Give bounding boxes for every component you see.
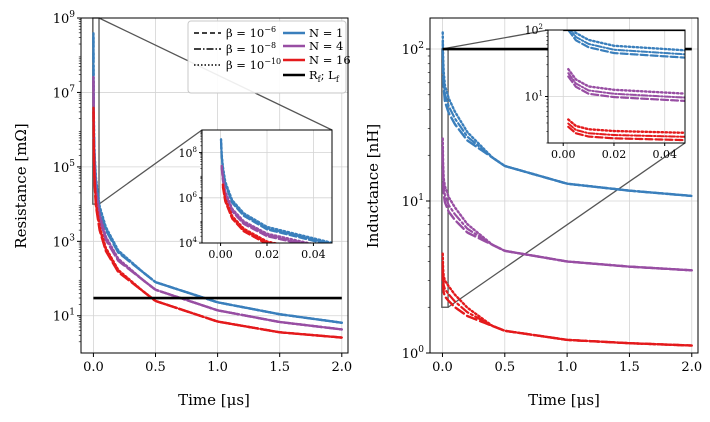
inductance-xtick-label-0: 0.0 [432, 360, 453, 375]
inductance-inset-series-0-beta-0-line [567, 30, 685, 59]
inductance-series-1-beta-1-line [441, 146, 693, 272]
inductance-inset-series-1-beta-1-line [567, 72, 685, 99]
resistance-axes-frame [80, 17, 349, 354]
resistance-ytick-label-3: 107 [53, 84, 76, 101]
inductance-zoom-connector-0 [441, 29, 549, 50]
legend-series-3-label: N = 16 [309, 53, 351, 67]
resistance-ytick-label-0: 101 [53, 308, 75, 325]
inductance-inset-series-2-beta-1-line [567, 122, 685, 138]
inductance-series-2-beta-2-line [441, 252, 693, 347]
inductance-inset-series-1-beta-0-line [567, 75, 685, 103]
inductance-xtick-label-1: 0.5 [494, 360, 515, 375]
resistance-inset-xtick-label-1: 0.02 [255, 248, 280, 261]
inductance-panel: 0.0 0.5 1.0 1.5 2.0 100 101 102 Time [μs] Induc… [364, 17, 702, 409]
legend: β = 10−6 β = 10−8 β = 10−10 N = 1 N = 4 … [187, 20, 351, 94]
resistance-panel: 0.0 0.5 1.0 1.5 2.0 101 103 105 107 109 Time [μs]… [12, 10, 352, 409]
resistance-x-axis-label: Time [μs] [178, 391, 250, 409]
inductance-axes-frame [429, 17, 699, 354]
resistance-inset-ytick-label-2: 108 [179, 146, 197, 160]
inductance-inset-series-2-beta-2-line [567, 118, 685, 135]
resistance-xtick-label-3: 1.5 [269, 360, 290, 375]
resistance-series-2-beta-2-line [92, 106, 343, 339]
inductance-xtick-label-4: 2.0 [681, 360, 702, 375]
resistance-inset-ticks: 0.00 0.02 0.04 104 106 108 [179, 130, 326, 261]
resistance-xtick-label-2: 1.0 [207, 360, 228, 375]
inductance-inset-series-1-beta-2-line [567, 67, 685, 95]
inductance-inset-series-2-beta-0-line [567, 125, 685, 142]
legend-series-2-label: N = 4 [309, 39, 343, 53]
legend-series-4-label: Rf; Lf [309, 68, 340, 84]
inductance-inset-xtick-label-0: 0.00 [551, 148, 576, 161]
resistance-ytick-label-2: 105 [53, 159, 76, 176]
resistance-series [92, 32, 343, 339]
inductance-x-axis-label: Time [μs] [528, 391, 600, 409]
legend-box [187, 20, 347, 94]
resistance-ytick-label-4: 109 [53, 10, 76, 27]
resistance-inset-series-2-beta-2-line [221, 183, 280, 243]
inductance-zoom-connector-1 [447, 142, 686, 308]
resistance-xtick-label-4: 2.0 [331, 360, 352, 375]
legend-beta-2-label: β = 10−8 [226, 41, 276, 56]
inductance-inset-xtick-label-2: 0.04 [652, 148, 677, 161]
resistance-inset-xtick-label-0: 0.00 [208, 248, 233, 261]
resistance-inset: 0.00 0.02 0.04 104 106 108 [179, 129, 333, 261]
inductance-inset-ytick-label-0: 101 [525, 90, 543, 104]
inductance-ytick-label-2: 102 [402, 41, 424, 58]
inductance-inset-series-0-beta-1-line [569, 30, 685, 56]
inductance-inset-frame [547, 29, 686, 144]
resistance-ticks: 0.0 0.5 1.0 1.5 2.0 101 103 105 107 109 [53, 10, 352, 375]
resistance-inset-series-0-beta-2-line [219, 138, 332, 243]
legend-beta-3-label: β = 10−10 [226, 57, 281, 72]
legend-beta-1-label: β = 10−6 [226, 25, 276, 40]
resistance-xtick-label-1: 0.5 [145, 360, 166, 375]
resistance-zoom-connector-1 [98, 129, 203, 205]
legend-series-1-label: N = 1 [309, 26, 343, 40]
resistance-inset-ytick-label-1: 106 [179, 191, 198, 205]
resistance-inset-series [219, 138, 332, 243]
resistance-inset-ytick-label-0: 104 [179, 236, 198, 250]
inductance-ticks: 0.0 0.5 1.0 1.5 2.0 100 101 102 [402, 41, 702, 375]
inductance-inset-ytick-label-1: 102 [525, 23, 543, 37]
inductance-inset: 0.00 0.02 0.04 101 102 [525, 23, 686, 161]
inductance-inset-series [563, 30, 685, 142]
inductance-ytick-label-1: 101 [402, 193, 424, 210]
inductance-ytick-label-0: 100 [402, 345, 425, 362]
inductance-xtick-label-2: 1.0 [557, 360, 578, 375]
inductance-inset-series-0-beta-2-line [572, 30, 685, 52]
resistance-inset-xtick-label-2: 0.04 [301, 248, 326, 261]
resistance-inset-series-1-beta-2-line [220, 164, 314, 243]
inductance-series-0-beta-2-line [441, 31, 693, 198]
inductance-series-2-beta-0-line [441, 269, 693, 347]
inductance-y-axis-label: Inductance [nH] [364, 124, 382, 248]
inductance-series-1-beta-2-line [441, 137, 693, 272]
resistance-ytick-label-1: 103 [53, 233, 76, 250]
resistance-y-axis-label: Resistance [mΩ] [12, 123, 30, 248]
inductance-inset-xtick-label-1: 0.02 [602, 148, 627, 161]
inductance-xtick-label-3: 1.5 [619, 360, 640, 375]
resistance-xtick-label-0: 0.0 [83, 360, 104, 375]
inductance-inset-ticks: 0.00 0.02 0.04 101 102 [525, 23, 677, 161]
